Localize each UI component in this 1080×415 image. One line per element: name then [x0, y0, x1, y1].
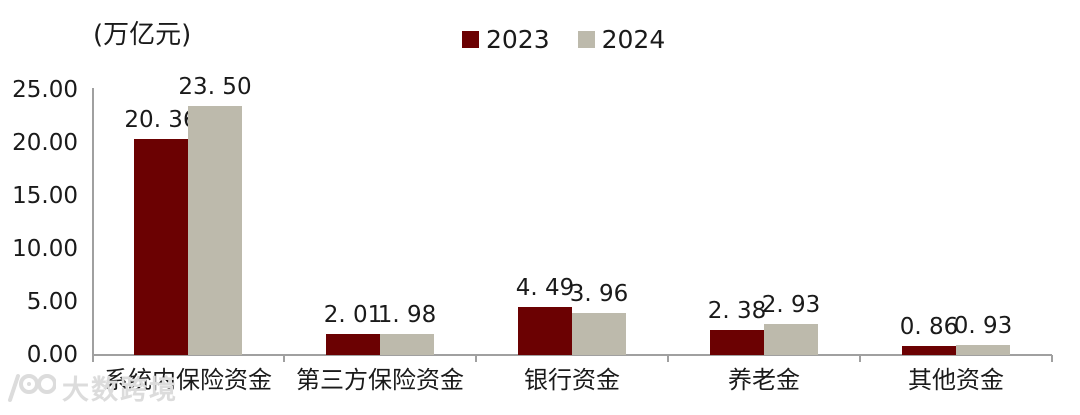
bar-2024-1	[380, 334, 434, 355]
watermark-logo-icon	[8, 373, 56, 402]
y-tick-label: 15.00	[12, 183, 78, 209]
legend-label-2023: 2023	[486, 25, 550, 54]
bar-2024-2	[572, 313, 626, 355]
data-label-2024-4: 0. 93	[953, 313, 1013, 339]
category-label-0: 系统内保险资金	[104, 366, 272, 394]
legend-label-2024: 2024	[601, 25, 666, 54]
y-tick-label: 5.00	[26, 289, 78, 315]
data-label-2023-0: 20. 36	[124, 107, 198, 133]
y-tick-label: 25.00	[12, 77, 78, 103]
category-label-3: 养老金	[728, 366, 800, 394]
legend-item-2024: 2024	[577, 25, 666, 54]
axis-unit-label: (万亿元)	[93, 20, 192, 50]
x-axis-line	[92, 354, 1052, 356]
data-label-2024-1: 1. 98	[377, 302, 437, 328]
x-axis-tick	[283, 355, 285, 362]
category-label-1: 第三方保险资金	[296, 366, 464, 394]
x-axis-tick	[667, 355, 669, 362]
x-axis-tick	[1051, 355, 1053, 362]
data-label-2024-0: 23. 50	[178, 74, 252, 100]
category-label-2: 银行资金	[524, 366, 620, 394]
bar-2023-2	[518, 307, 572, 355]
y-tick-label: 10.00	[12, 236, 78, 262]
y-axis-line	[92, 88, 94, 362]
bar-2024-0	[188, 106, 242, 355]
legend-swatch-2024	[577, 31, 595, 48]
bar-2024-4	[956, 345, 1010, 355]
bar-2023-0	[134, 139, 188, 355]
y-tick-label: 20.00	[12, 130, 78, 156]
watermark-text: 大数跨境	[62, 375, 178, 406]
data-label-2023-4: 0. 86	[899, 314, 959, 340]
category-label-4: 其他资金	[908, 366, 1004, 394]
legend-item-2023: 2023	[462, 25, 550, 54]
data-label-2023-2: 4. 49	[515, 275, 575, 301]
bar-2023-4	[902, 346, 956, 355]
x-axis-tick	[475, 355, 477, 362]
legend-swatch-2023	[462, 31, 479, 48]
data-label-2024-2: 3. 96	[569, 281, 629, 307]
x-axis-tick	[859, 355, 861, 362]
bar-2023-3	[710, 330, 764, 355]
data-label-2023-3: 2. 38	[707, 298, 767, 324]
y-tick-label: 0.00	[26, 342, 78, 368]
bar-2023-1	[326, 334, 380, 355]
bar-2024-3	[764, 324, 818, 355]
watermark: 大数跨境	[4, 368, 178, 407]
legend: 2023 2024	[462, 25, 665, 54]
data-label-2023-1: 2. 01	[323, 302, 383, 328]
data-label-2024-3: 2. 93	[761, 292, 821, 318]
